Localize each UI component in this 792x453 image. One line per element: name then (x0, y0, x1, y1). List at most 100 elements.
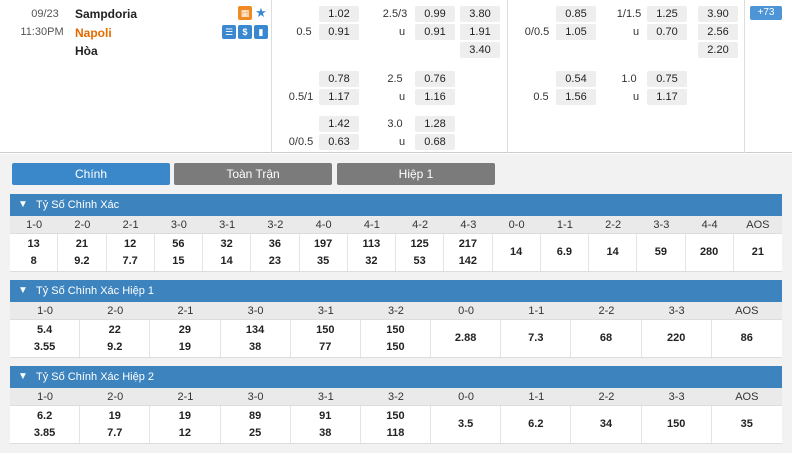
score-odds-cell[interactable]: 32 14 (203, 234, 252, 271)
away-odds[interactable]: 23 (268, 254, 281, 267)
home-odds[interactable]: 21 (75, 237, 88, 250)
odds-cell[interactable]: 0.70 (647, 24, 687, 40)
away-odds[interactable]: 150 (386, 340, 405, 353)
draw-odds[interactable]: 280 (699, 246, 719, 258)
score-odds-cell[interactable]: 56 15 (155, 234, 203, 271)
draw-odds[interactable]: 220 (666, 332, 686, 344)
away-odds[interactable]: 32 (365, 254, 378, 267)
score-odds-cell[interactable]: 89 25 (221, 406, 291, 443)
star-icon[interactable]: ★ (255, 5, 267, 20)
away-odds[interactable]: 38 (319, 426, 332, 439)
score-odds-cell[interactable]: 86 (712, 320, 782, 357)
score-odds-cell[interactable]: 14 (589, 234, 638, 271)
section-header[interactable]: ▼ Tỷ Số Chính Xác (10, 194, 782, 216)
odds-cell[interactable]: 0.68 (415, 134, 455, 150)
more-markets-button[interactable]: +73 (750, 6, 782, 20)
odds-cell[interactable]: 0.91 (319, 24, 359, 40)
odds-cell[interactable]: 1.42 (319, 116, 359, 132)
away-odds[interactable]: 9.2 (74, 254, 90, 267)
home-team[interactable]: Sampdoria (75, 7, 138, 21)
score-odds-cell[interactable]: 134 38 (221, 320, 291, 357)
tab-full-time[interactable]: Toàn Trận (174, 163, 332, 185)
odds-cell[interactable]: 3.80 (460, 6, 500, 22)
odds-cell[interactable]: 1.91 (460, 24, 500, 40)
score-odds-cell[interactable]: 14 (493, 234, 541, 271)
draw-odds[interactable]: 86 (740, 332, 753, 344)
odds-cell[interactable]: 1.05 (556, 24, 596, 40)
score-odds-cell[interactable]: 29 19 (150, 320, 221, 357)
score-odds-cell[interactable]: 150 118 (361, 406, 432, 443)
home-odds[interactable]: 113 (362, 237, 381, 250)
odds-cell[interactable]: 1.17 (647, 89, 687, 105)
away-odds[interactable]: 142 (458, 254, 478, 267)
odds-cell[interactable]: 0.75 (647, 71, 687, 87)
chart-icon[interactable]: ▮ (254, 25, 268, 39)
away-odds[interactable]: 7.7 (122, 254, 138, 267)
away-odds[interactable]: 35 (317, 254, 330, 267)
draw-odds[interactable]: 14 (606, 246, 619, 258)
odds-cell[interactable]: 1.02 (319, 6, 359, 22)
draw-odds[interactable]: 35 (740, 418, 753, 430)
away-odds[interactable]: 8 (30, 254, 37, 267)
away-odds[interactable]: 15 (172, 254, 185, 267)
score-odds-cell[interactable]: 12 7.7 (107, 234, 155, 271)
draw-odds[interactable]: 7.3 (528, 332, 544, 344)
away-odds[interactable]: 38 (248, 340, 262, 353)
score-odds-cell[interactable]: 22 9.2 (80, 320, 151, 357)
away-odds[interactable]: 19 (178, 340, 192, 353)
odds-cell[interactable]: 0.91 (415, 24, 455, 40)
draw-odds[interactable]: 68 (599, 332, 613, 344)
home-odds[interactable]: 5.4 (36, 323, 53, 336)
odds-cell[interactable]: 2.20 (698, 42, 738, 58)
home-odds[interactable]: 36 (268, 237, 281, 250)
score-odds-cell[interactable]: 113 32 (348, 234, 396, 271)
home-odds[interactable]: 91 (319, 409, 332, 422)
draw-odds[interactable]: 2.88 (454, 332, 477, 344)
odds-cell[interactable]: 3.90 (698, 6, 738, 22)
home-odds[interactable]: 89 (248, 409, 262, 422)
score-odds-cell[interactable]: 35 (712, 406, 782, 443)
odds-cell[interactable]: 0.76 (415, 71, 455, 87)
home-odds[interactable]: 19 (108, 409, 121, 422)
home-odds[interactable]: 6.2 (36, 409, 53, 422)
score-odds-cell[interactable]: 5.4 3.55 (10, 320, 81, 357)
odds-cell[interactable]: 2.56 (698, 24, 738, 40)
away-odds[interactable]: 12 (178, 426, 192, 439)
money-icon[interactable]: $ (238, 25, 252, 39)
draw-odds[interactable]: 21 (751, 246, 764, 258)
odds-cell[interactable]: 0.63 (319, 134, 359, 150)
score-odds-cell[interactable]: 2.88 (431, 320, 502, 357)
score-odds-cell[interactable]: 59 (637, 234, 686, 271)
score-odds-cell[interactable]: 36 23 (251, 234, 300, 271)
score-odds-cell[interactable]: 21 (734, 234, 782, 271)
away-odds[interactable]: 3.55 (33, 340, 56, 353)
stats-icon[interactable]: ☰ (222, 25, 236, 39)
away-odds[interactable]: 25 (248, 426, 262, 439)
odds-cell[interactable]: 1.17 (319, 89, 359, 105)
score-odds-cell[interactable]: 6.9 (541, 234, 589, 271)
away-odds[interactable]: 118 (386, 426, 405, 439)
home-odds[interactable]: 217 (458, 237, 478, 250)
odds-cell[interactable]: 0.78 (319, 71, 359, 87)
odds-cell[interactable]: 3.40 (460, 42, 500, 58)
draw-odds[interactable]: 3.5 (457, 418, 474, 430)
section-header[interactable]: ▼ Tỷ Số Chính Xác Hiệp 1 (10, 280, 782, 302)
home-odds[interactable]: 150 (316, 323, 335, 336)
score-odds-cell[interactable]: 19 7.7 (80, 406, 151, 443)
score-odds-cell[interactable]: 125 53 (396, 234, 445, 271)
odds-cell[interactable]: 1.28 (415, 116, 455, 132)
draw-odds[interactable]: 150 (666, 418, 686, 430)
home-odds[interactable]: 19 (178, 409, 192, 422)
score-odds-cell[interactable]: 21 9.2 (58, 234, 107, 271)
score-odds-cell[interactable]: 91 38 (291, 406, 361, 443)
tab-main[interactable]: Chính (12, 163, 170, 185)
odds-cell[interactable]: 1.56 (556, 89, 596, 105)
away-odds[interactable]: 9.2 (107, 340, 123, 353)
away-odds[interactable]: 3.85 (33, 426, 56, 439)
home-odds[interactable]: 197 (313, 237, 333, 250)
home-odds[interactable]: 12 (124, 237, 137, 250)
live-icon[interactable]: ▦ (238, 6, 252, 20)
home-odds[interactable]: 150 (386, 323, 405, 336)
home-odds[interactable]: 13 (27, 237, 40, 250)
score-odds-cell[interactable]: 3.5 (431, 406, 502, 443)
